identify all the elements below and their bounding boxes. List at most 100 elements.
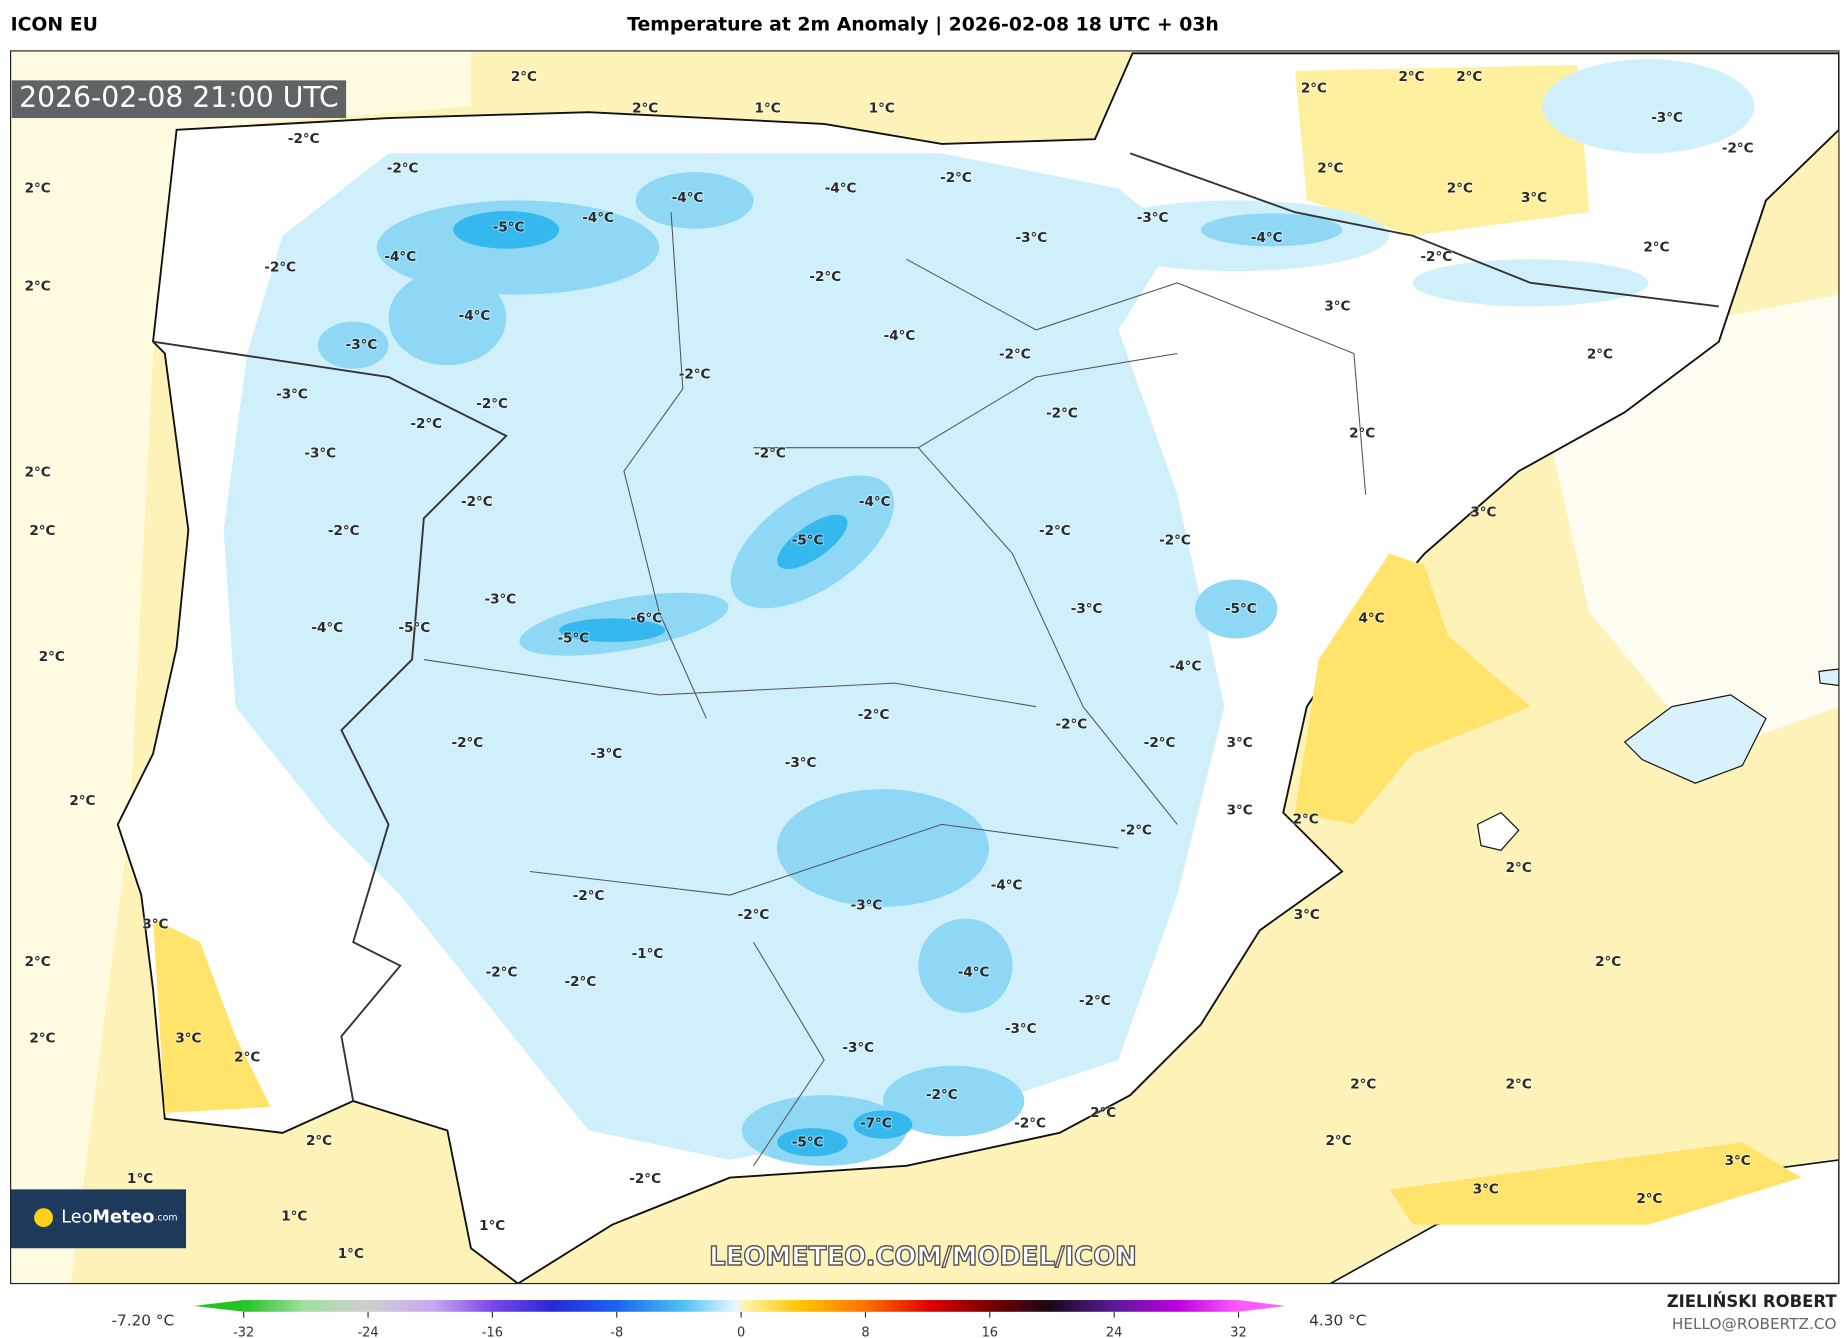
contour-label: -3°C <box>484 592 516 608</box>
contour-label: -2°C <box>926 1087 958 1103</box>
contour-label: 2°C <box>511 69 537 85</box>
contour-label: -2°C <box>679 367 711 383</box>
contour-label: -2°C <box>1014 1115 1046 1131</box>
contour-label: -2°C <box>809 269 841 285</box>
contour-label: -3°C <box>785 755 817 771</box>
contour-label: 2°C <box>306 1133 332 1149</box>
contour-label: -2°C <box>486 965 518 981</box>
colorbar-tick-label: 32 <box>1230 1325 1246 1338</box>
contour-label: -6°C <box>630 610 662 626</box>
logo-sun <box>34 1208 53 1228</box>
contour-label: -4°C <box>672 190 704 206</box>
contour-label: 3°C <box>1294 907 1320 923</box>
contour-label: 2°C <box>1456 69 1482 85</box>
contour-label: 3°C <box>1470 504 1496 520</box>
contour-label: -2°C <box>754 446 786 462</box>
country-borders <box>152 152 1719 1102</box>
contour-labels: 2°C 2°C 1°C 1°C 2°C 2°C 2°C -3°C -2°C 2°C -2°C -2°C… <box>23 68 1754 1264</box>
valid-time-box <box>11 80 347 119</box>
contour-label: -4°C <box>1170 659 1202 675</box>
contour-label: -4°C <box>311 620 343 636</box>
contour-label: -5°C <box>792 533 824 549</box>
contour-label: 4°C <box>1359 610 1385 626</box>
contour-label: -2°C <box>288 131 320 147</box>
contour-label: 1°C <box>338 1246 364 1262</box>
contour-label: 2°C <box>1447 181 1473 197</box>
contour-label: 2°C <box>1317 161 1343 177</box>
colorbar-tick-label: 16 <box>982 1325 998 1338</box>
contour-label: -2°C <box>940 170 972 186</box>
ibiza <box>1476 811 1520 851</box>
contour-label: 2°C <box>234 1050 260 1066</box>
contour-label: 2°C <box>1587 347 1613 363</box>
contour-label: 2°C <box>1350 1077 1376 1093</box>
colorbar-tick-label: -32 <box>233 1325 254 1338</box>
contour-label: 2°C <box>29 1031 55 1047</box>
contour-label: 2°C <box>39 649 65 665</box>
colorbar: -32 -24 -16 -8 0 8 16 24 32 <box>194 1300 1286 1338</box>
contour-label: -2°C <box>858 707 890 723</box>
logo-text: LeoMeteo.com <box>61 1208 177 1228</box>
contour-label: -4°C <box>958 965 990 981</box>
contour-label: -4°C <box>384 249 416 265</box>
contour-label: 2°C <box>632 101 658 117</box>
contour-label: 1°C <box>755 101 781 117</box>
colorbar-tick-label: 24 <box>1106 1325 1122 1338</box>
warm-area <box>1295 65 1590 236</box>
atlantic <box>10 50 471 1284</box>
logo-leo: Leo <box>61 1208 92 1228</box>
contour-label: -2°C <box>387 161 419 177</box>
contour-label: -3°C <box>276 387 308 403</box>
warm-area <box>153 918 271 1113</box>
contour-label: 3°C <box>1473 1181 1499 1197</box>
contour-label: 2°C <box>1399 69 1425 85</box>
contour-label: -3°C <box>590 746 622 762</box>
contour-label: -2°C <box>1144 735 1176 751</box>
contour-label: -2°C <box>461 494 493 510</box>
colorbar-tick-label: 8 <box>861 1325 869 1338</box>
contour-label: 2°C <box>29 523 55 539</box>
watermark: LEOMETEO.COM/MODEL/ICON <box>709 1242 1137 1272</box>
contour-label: -2°C <box>629 1171 661 1187</box>
contour-label: -2°C <box>1722 141 1754 157</box>
map: 2°C 2°C 1°C 1°C 2°C 2°C 2°C -3°C -2°C 2°C -2°C -2°C… <box>10 50 1839 1284</box>
contour-label: -2°C <box>1046 406 1078 422</box>
contour-label: -4°C <box>991 878 1023 894</box>
contour-label: -4°C <box>825 181 857 197</box>
contact: HELLO@ROBERTZ.CO <box>1672 1315 1837 1333</box>
contour-label: 2°C <box>1506 1077 1532 1093</box>
colorbar-tick-label: 0 <box>737 1325 745 1338</box>
contour-label: -2°C <box>738 907 770 923</box>
colorbar-low-end <box>194 1300 244 1312</box>
contour-label: 2°C <box>25 181 51 197</box>
cold-areas-strong <box>453 211 913 1157</box>
contour-label: -3°C <box>851 898 883 914</box>
contour-label: -5°C <box>1225 601 1257 617</box>
contour-label: -1°C <box>632 946 664 962</box>
contour-label: 2°C <box>1506 860 1532 876</box>
contour-label: -3°C <box>1005 1021 1037 1037</box>
contour-label: 3°C <box>1521 190 1547 206</box>
colorbar-high-end <box>1238 1300 1286 1312</box>
colorbar-tick-label: -8 <box>610 1325 623 1338</box>
contour-label: 2°C <box>1293 812 1319 828</box>
contour-label: -3°C <box>1651 110 1683 126</box>
colorbar-tick-label: -24 <box>357 1325 378 1338</box>
contour-label: -4°C <box>582 210 614 226</box>
mallorca <box>1623 694 1767 784</box>
contour-label: -2°C <box>476 396 508 412</box>
contour-label: 3°C <box>142 916 168 932</box>
contour-label: 2°C <box>25 464 51 480</box>
contour-label: -2°C <box>565 974 597 990</box>
map-frame <box>10 50 1840 1285</box>
map-title: Temperature at 2m Anomaly | 2026-02-08 1… <box>627 15 1219 36</box>
author: ZIELIŃSKI ROBERT <box>1667 1292 1838 1311</box>
contour-label: 2°C <box>1643 240 1669 256</box>
contour-label: 2°C <box>1326 1133 1352 1149</box>
contour-label: -3°C <box>1137 210 1169 226</box>
logo-meteo: Meteo <box>92 1208 154 1228</box>
legend-max: 4.30 °C <box>1309 1312 1366 1330</box>
contour-label: -2°C <box>1055 716 1087 732</box>
